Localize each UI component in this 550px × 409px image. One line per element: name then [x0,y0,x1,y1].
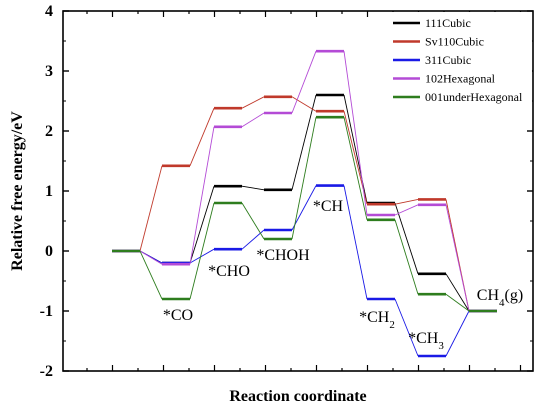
y-tick-label: 0 [45,243,53,260]
y-tick-label: -2 [40,363,53,380]
legend-entry: Sv110Cubic [425,35,484,49]
series-connector [139,250,163,265]
series-connector [291,96,317,112]
series-connector [189,248,215,264]
annotation-label: *CO [163,307,193,324]
series-connector [291,51,317,114]
annotation-label: *CHOH [256,247,310,264]
legend-entry: 102Hexagonal [425,72,496,86]
legend-entry: 311Cubic [425,53,471,67]
series-111Cubic [112,93,497,313]
series-connector [189,186,215,264]
series-connector [394,219,419,295]
series-connector [343,51,368,216]
series-connector [291,94,317,190]
series-connector [394,298,419,357]
series-connector [189,126,215,265]
y-tick-label: 4 [45,3,53,20]
axis-ticks: -2 -1 0 1 2 3 4 [40,3,533,380]
legend-entry: 111Cubic [425,16,471,30]
series-connector [394,202,419,274]
series-connector [291,185,317,231]
series-connector [189,108,215,166]
series-connector [139,165,163,252]
legend-entry: 001underHexagonal [425,90,523,104]
series-connector [139,250,163,300]
series-connector [241,202,265,240]
y-tick-label: -1 [40,303,53,320]
annotation-label: *CHO [208,263,250,280]
series-001underHexagonal [112,115,497,313]
annotation-label: *CH [313,198,344,215]
y-tick-label: 3 [45,63,53,80]
annotation-label: CH4(g) [477,287,523,309]
series-connector [394,198,419,205]
annotation-label: *CH2 [359,309,395,331]
annotations: *CO *CHO *CHOH *CH *CH2 *CH3 CH4(g) [163,198,523,352]
y-axis-title: Relative free energy/eV [9,111,26,271]
y-tick-label: 2 [45,123,53,140]
y-tick-label: 1 [45,183,53,200]
legend: 111Cubic Sv110Cubic 311Cubic 102Hexagonal 00… [388,12,532,108]
series-connector [445,273,470,312]
series-connector [445,310,470,357]
series-connector [394,204,419,216]
series-connector [343,185,368,300]
x-axis-title: Reaction coordinate [229,388,366,405]
series-connector [445,204,470,312]
series-connector [291,117,317,240]
annotation-label: *CH3 [408,330,444,352]
plot-lines [112,49,497,358]
series-311Cubic [112,184,497,358]
series-connector [445,293,470,312]
series-connector [343,94,368,204]
series-connector [241,112,265,128]
series-connector [189,202,215,300]
series-connector [241,185,265,191]
series-connector [343,117,368,220]
series-connector [241,96,265,109]
